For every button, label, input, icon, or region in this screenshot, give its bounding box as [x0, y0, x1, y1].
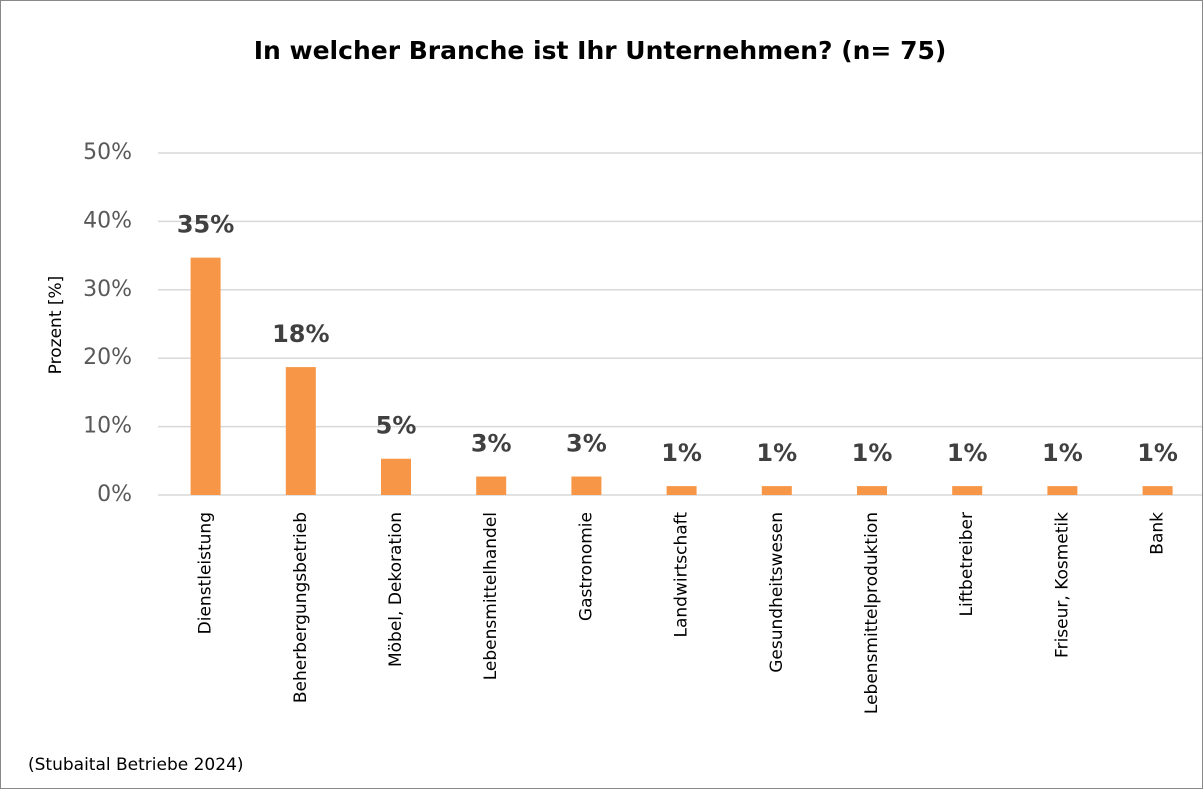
data-label: 5% — [376, 412, 417, 440]
data-label: 1% — [661, 439, 702, 467]
bar — [571, 476, 602, 495]
bar — [1047, 486, 1078, 495]
data-label: 1% — [756, 439, 797, 467]
source-note: (Stubaital Betriebe 2024) — [28, 755, 244, 775]
bar — [190, 257, 221, 495]
bar — [761, 486, 792, 495]
data-label: 18% — [272, 320, 329, 348]
bar — [666, 486, 697, 495]
data-label: 1% — [1042, 439, 1083, 467]
bar — [381, 458, 411, 495]
y-tick-label: 0% — [97, 482, 132, 507]
x-tick-label: Bank — [1148, 512, 1168, 555]
x-tick-label: Gastronomie — [576, 512, 596, 621]
y-tick-label: 30% — [83, 277, 132, 302]
data-label: 1% — [1137, 439, 1178, 467]
bar — [1142, 486, 1173, 495]
x-tick-label: Landwirtschaft — [672, 512, 692, 638]
x-tick-label: Lebensmittelproduktion — [862, 512, 882, 714]
data-label: 1% — [852, 439, 893, 467]
bar — [476, 476, 507, 495]
y-tick-label: 50% — [83, 140, 132, 165]
x-tick-label: Gesundheitswesen — [767, 512, 787, 673]
x-tick-label: Liftbetreiber — [957, 512, 977, 617]
x-tick-label: Möbel, Dekoration — [386, 512, 406, 667]
bar — [952, 486, 983, 495]
data-label: 3% — [566, 430, 607, 458]
x-tick-label: Beherbergungsbetrieb — [291, 512, 311, 703]
bar — [857, 486, 887, 495]
y-tick-label: 10% — [83, 414, 132, 439]
x-tick-label: Lebensmittelhandel — [481, 512, 501, 680]
chart-title: In welcher Branche ist Ihr Unternehmen? … — [254, 36, 947, 65]
bar — [285, 367, 316, 495]
data-label: 3% — [471, 430, 512, 458]
data-label: 1% — [947, 439, 988, 467]
x-tick-label: Dienstleistung — [196, 512, 216, 634]
y-axis-label: Prozent [%] — [46, 276, 66, 375]
data-label: 35% — [177, 211, 234, 239]
y-tick-label: 40% — [83, 208, 132, 233]
x-tick-label: Friseur, Kosmetik — [1052, 512, 1072, 658]
y-tick-label: 20% — [83, 345, 132, 370]
